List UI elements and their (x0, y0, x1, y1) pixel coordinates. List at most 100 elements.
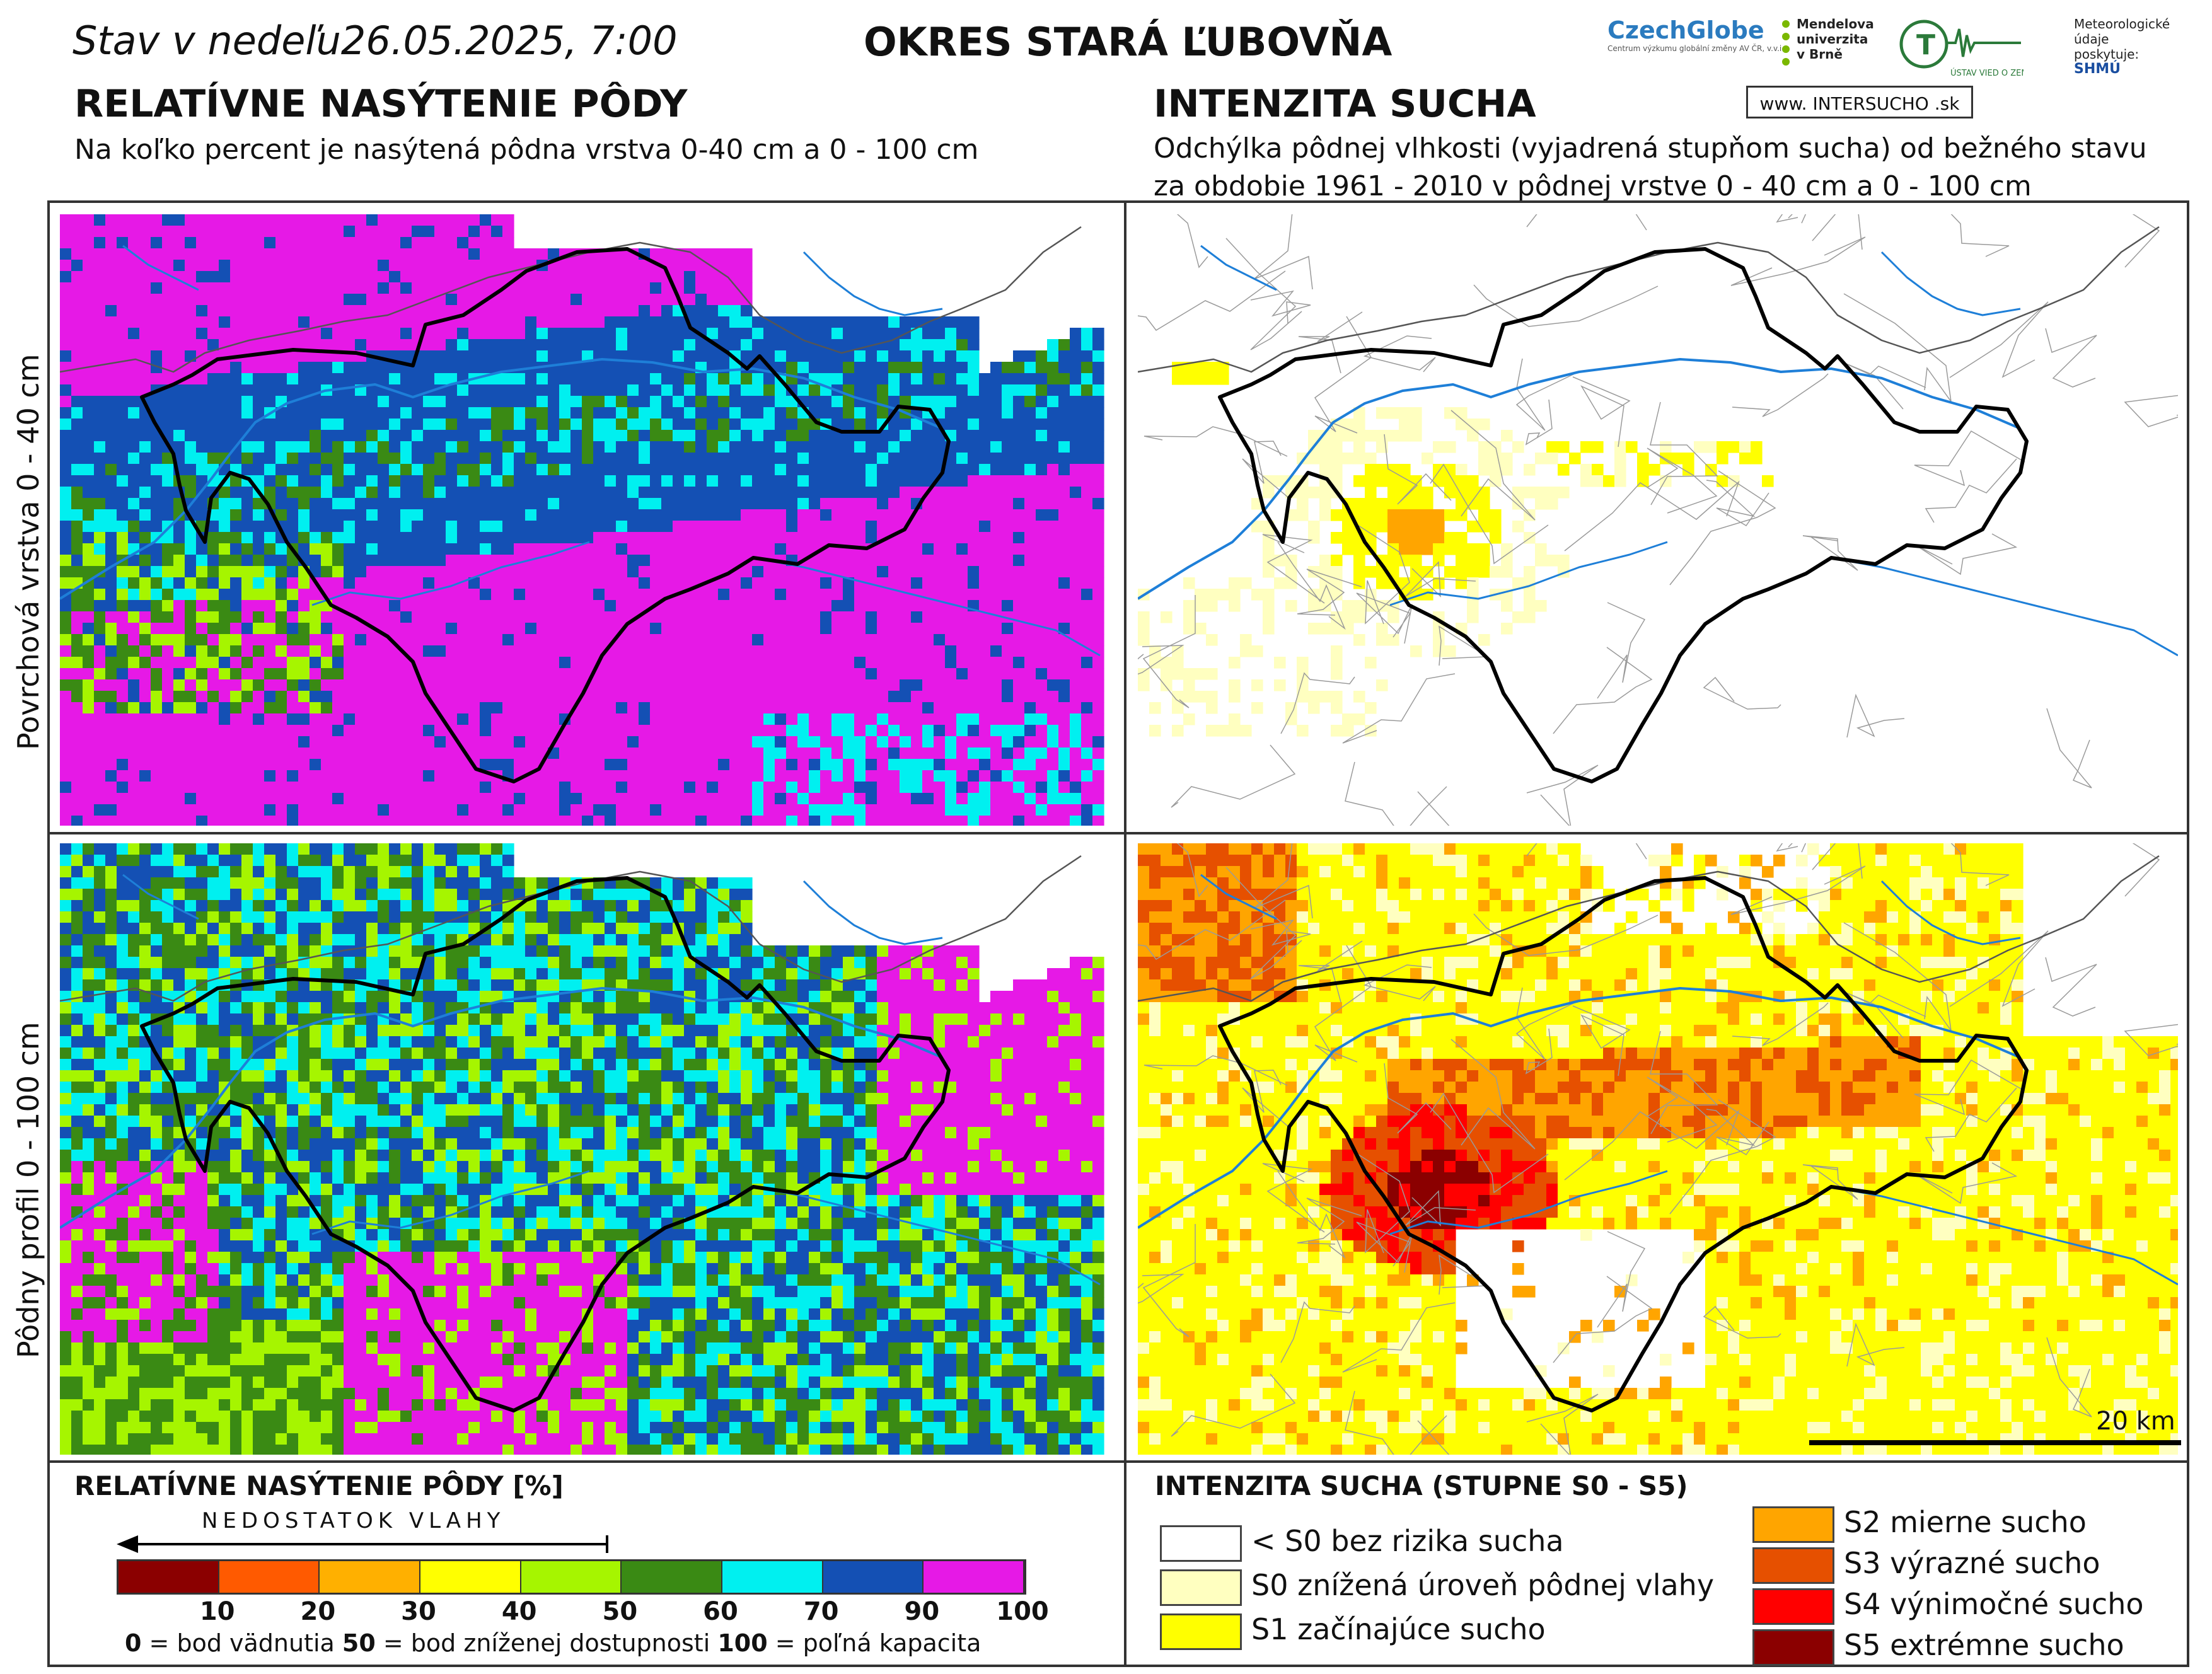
raster-cell (173, 226, 185, 238)
raster-cell (548, 464, 560, 476)
raster-cell (1353, 475, 1365, 487)
raster-cell (457, 782, 469, 794)
raster-cell (752, 725, 764, 737)
raster-cell (741, 804, 753, 816)
raster-cell (1422, 509, 1433, 521)
raster-cell (412, 464, 424, 476)
raster-cell (582, 589, 594, 601)
raster-cell (502, 407, 514, 419)
raster-cell (786, 464, 798, 476)
raster-cell (241, 543, 253, 555)
raster-cell (536, 623, 548, 635)
raster-cell (60, 384, 72, 396)
raster-cell (752, 418, 764, 430)
raster-cell (559, 736, 571, 748)
raster-cell (945, 396, 957, 408)
raster-cell (389, 725, 401, 737)
raster-cell (1036, 396, 1048, 408)
raster-cell (117, 271, 129, 283)
raster-cell (196, 316, 208, 328)
raster-cell (786, 475, 798, 487)
raster-cell (593, 577, 605, 589)
raster-cell (83, 384, 95, 396)
raster-cell (639, 645, 651, 657)
raster-cell (1013, 668, 1025, 680)
mendelu-dots-icon (1782, 20, 1790, 66)
raster-cell (877, 407, 889, 419)
raster-cell (616, 793, 628, 805)
raster-cell (253, 453, 265, 465)
raster-cell (911, 441, 923, 453)
raster-cell (196, 498, 208, 510)
raster-cell (525, 248, 537, 260)
raster-cell (1558, 441, 1570, 453)
raster-cell (673, 668, 685, 680)
raster-cell (684, 600, 696, 612)
raster-cell (128, 691, 140, 703)
raster-cell (83, 294, 95, 306)
raster-cell (412, 770, 424, 782)
raster-cell (1070, 804, 1082, 816)
raster-cell (809, 498, 821, 510)
raster-cell (105, 793, 117, 805)
raster-cell (616, 668, 628, 680)
raster-cell (366, 407, 378, 419)
raster-cell (797, 759, 809, 771)
raster-cell (298, 407, 310, 419)
raster-cell (1387, 407, 1399, 419)
raster-cell (797, 509, 809, 521)
raster-cell (752, 373, 764, 385)
raster-cell (1524, 464, 1536, 476)
raster-cell (695, 691, 707, 703)
raster-cell (196, 407, 208, 419)
raster-cell (219, 396, 231, 408)
raster-cell (684, 282, 696, 294)
raster-cell (1092, 441, 1104, 453)
raster-cell (922, 770, 934, 782)
raster-cell (639, 305, 651, 317)
raster-cell (968, 373, 980, 385)
raster-cell (139, 475, 151, 487)
raster-cell (151, 770, 163, 782)
raster-cell (457, 702, 469, 714)
raster-cell (1058, 555, 1070, 567)
raster-cell (423, 475, 435, 487)
raster-cell (366, 748, 378, 759)
raster-cell (990, 464, 1002, 476)
raster-cell (207, 226, 219, 238)
raster-cell (219, 555, 231, 567)
raster-cell (979, 532, 991, 544)
raster-cell (253, 623, 265, 635)
raster-cell (162, 453, 174, 465)
raster-cell (310, 804, 321, 816)
raster-cell (627, 748, 639, 759)
raster-cell (241, 373, 253, 385)
raster-cell (673, 702, 685, 714)
raster-cell (786, 713, 798, 725)
raster-cell (786, 748, 798, 759)
raster-cell (877, 759, 889, 771)
raster-cell (1376, 509, 1388, 521)
raster-cell (196, 328, 208, 340)
raster-cell (843, 521, 855, 533)
raster-cell (151, 793, 163, 805)
raster-cell (502, 248, 514, 260)
raster-cell (616, 577, 628, 589)
raster-cell (446, 350, 458, 362)
raster-cell (207, 430, 219, 442)
raster-cell (866, 384, 877, 396)
raster-cell (389, 373, 401, 385)
raster-cell (139, 736, 151, 748)
raster-cell (525, 282, 537, 294)
raster-cell (1047, 543, 1059, 555)
raster-cell (718, 623, 730, 635)
raster-cell (1376, 600, 1388, 612)
intersucho-link[interactable]: www. INTERSUCHO .sk (1746, 86, 1973, 118)
raster-cell (639, 577, 651, 589)
raster-cell (752, 804, 764, 816)
raster-cell (968, 679, 980, 691)
raster-cell (741, 487, 753, 499)
raster-cell (979, 464, 991, 476)
raster-cell (718, 611, 730, 623)
raster-cell (536, 804, 548, 816)
